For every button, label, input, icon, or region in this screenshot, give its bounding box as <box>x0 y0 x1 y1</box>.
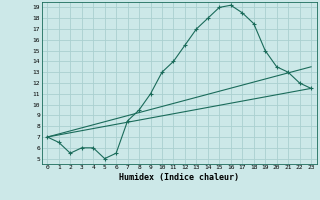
X-axis label: Humidex (Indice chaleur): Humidex (Indice chaleur) <box>119 173 239 182</box>
